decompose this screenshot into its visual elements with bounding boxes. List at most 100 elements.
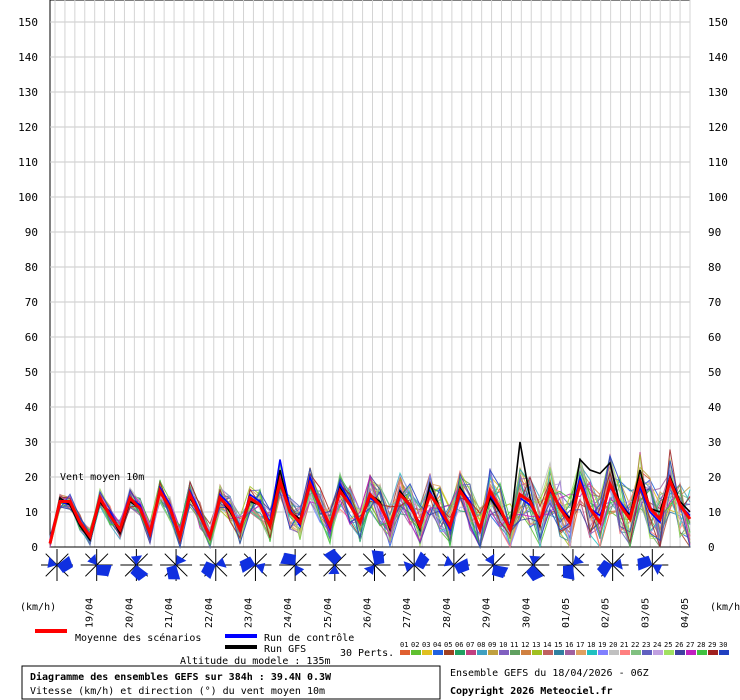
pert-swatch [598, 650, 608, 655]
plot-area [49, 0, 691, 548]
pert-number: 04 [433, 641, 441, 649]
wind-rose [41, 549, 73, 581]
wind-rose [596, 549, 629, 581]
altitude-label: Altitude du modele : 135m [180, 656, 331, 667]
y-tick-left: 50 [25, 366, 38, 379]
wind-rose [556, 549, 589, 581]
pert-swatch [664, 650, 674, 655]
wind-rose [80, 549, 113, 581]
pert-number: 28 [697, 641, 705, 649]
wind-rose [120, 549, 153, 581]
y-tick-right: 0 [708, 541, 715, 554]
y-tick-right: 50 [708, 366, 721, 379]
y-tick-left: 30 [25, 436, 38, 449]
y-tick-right: 140 [708, 51, 728, 64]
pert-number: 09 [488, 641, 496, 649]
pert-swatch [411, 650, 421, 655]
y-unit-left: (km/h) [20, 602, 56, 613]
copyright: Copyright 2026 Meteociel.fr [450, 685, 613, 697]
y-tick-right: 90 [708, 226, 721, 239]
y-tick-left: 10 [25, 506, 38, 519]
pert-number: 12 [521, 641, 529, 649]
pert-number: 25 [664, 641, 672, 649]
y-tick-left: 110 [18, 156, 38, 169]
y-tick-left: 150 [18, 16, 38, 29]
y-tick-right: 120 [708, 121, 728, 134]
pert-swatch [642, 650, 652, 655]
x-tick-label: 21/04 [164, 598, 175, 628]
y-tick-right: 30 [708, 436, 721, 449]
legend-perturbations: 01 02 03 04 05 06 07 08 09 10 11 12 13 14 15 16 17 18 19 20… [400, 641, 729, 655]
pert-number: 27 [686, 641, 694, 649]
wind-rose [160, 549, 193, 581]
title-box [21, 665, 441, 700]
pert-number: 17 [576, 641, 584, 649]
wind-rose [636, 549, 669, 581]
pert-number: 19 [598, 641, 606, 649]
pert-number: 03 [422, 641, 430, 649]
x-tick-label: 22/04 [204, 598, 215, 628]
legend-gfs-label: Run GFS [264, 644, 306, 655]
x-tick-label: 20/04 [124, 598, 135, 628]
y-tick-right: 60 [708, 331, 721, 344]
wind-rose [239, 549, 272, 581]
pert-number: 23 [642, 641, 650, 649]
y-tick-left: 120 [18, 121, 38, 134]
pert-swatch [455, 650, 465, 655]
pert-swatch [400, 650, 410, 655]
pert-swatch [554, 650, 564, 655]
pert-swatch [543, 650, 553, 655]
pert-swatch [510, 650, 520, 655]
pert-number: 05 [444, 641, 452, 649]
y-tick-left: 100 [18, 191, 38, 204]
y-tick-left: 90 [25, 226, 38, 239]
pert-number: 14 [543, 641, 551, 649]
pert-number: 24 [653, 641, 661, 649]
pert-number: 26 [675, 641, 683, 649]
pert-number: 18 [587, 641, 595, 649]
x-tick-label: 26/04 [363, 598, 374, 628]
x-tick-label: 03/05 [640, 598, 651, 628]
pert-number: 11 [510, 641, 518, 649]
legend-mean-swatch [35, 629, 67, 633]
pert-number: 20 [609, 641, 617, 649]
x-tick-label: 30/04 [521, 598, 532, 628]
wind-rose [358, 549, 391, 581]
pert-number: 30 [719, 641, 727, 649]
pert-swatch [609, 650, 619, 655]
pert-swatch [565, 650, 575, 655]
pert-number: 01 [400, 641, 408, 649]
x-tick-label: 25/04 [323, 598, 334, 628]
legend-control-label: Run de contrôle [264, 632, 354, 644]
wind-direction-roses [41, 548, 669, 582]
pert-swatch [422, 650, 432, 655]
legend-control-swatch [225, 634, 257, 638]
chart-subtitle: Vitesse (km/h) et direction (°) du vent … [30, 686, 325, 697]
wind-rose [199, 549, 232, 581]
y-tick-left: 0 [31, 541, 38, 554]
pert-swatch [521, 650, 531, 655]
y-unit-right: (km/h) [710, 602, 740, 613]
y-tick-left: 130 [18, 86, 38, 99]
pert-swatch [653, 650, 663, 655]
wind-rose [437, 549, 470, 581]
pert-number: 29 [708, 641, 716, 649]
x-tick-label: 28/04 [442, 598, 453, 628]
pert-swatch [444, 650, 454, 655]
legend-gfs-swatch [225, 645, 257, 649]
pert-swatch [675, 650, 685, 655]
series-line [48, 474, 692, 544]
y-tick-right: 70 [708, 296, 721, 309]
x-tick-label: 24/04 [283, 598, 294, 628]
grid [49, 0, 691, 548]
x-tick-label: 02/05 [601, 598, 612, 628]
x-tick-label: 04/05 [680, 598, 691, 628]
y-tick-right: 100 [708, 191, 728, 204]
pert-number: 06 [455, 641, 463, 649]
y-tick-left: 70 [25, 296, 38, 309]
run-info: Ensemble GEFS du 18/04/2026 - 06Z [450, 668, 649, 679]
series-lines [48, 441, 692, 544]
y-axis-ticks: 0 0 10 10 20 20 30 30 40 40 50 50 60 60 70 70 80 80 90 90 10… [18, 16, 728, 554]
y-tick-right: 10 [708, 506, 721, 519]
legend-perts-label: 30 Perts. [340, 648, 394, 659]
